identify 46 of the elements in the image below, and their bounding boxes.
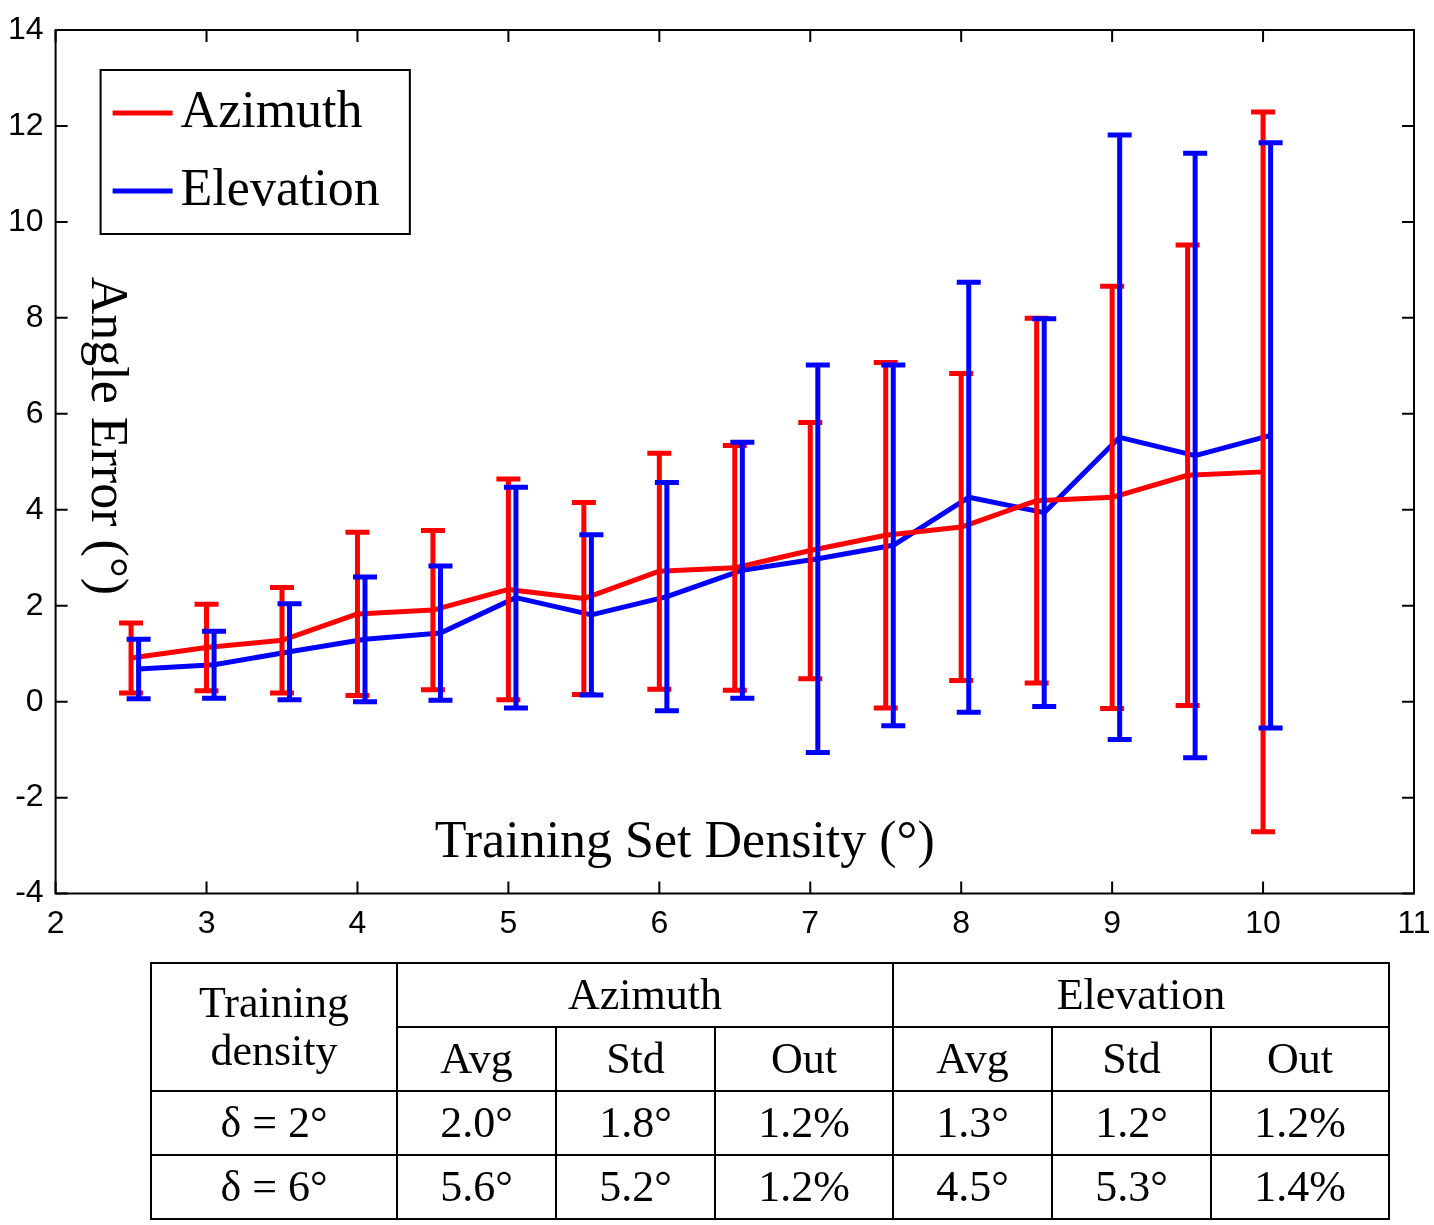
y-tick-label: 4 [25,489,44,526]
text: Azimuth [397,963,893,1027]
text: 1.4% [1211,1155,1389,1219]
text: 1.3° [893,1091,1052,1155]
text: Std [556,1027,715,1091]
text: Std [1052,1027,1211,1091]
text: Out [1211,1027,1389,1091]
x-tick-label: 9 [1103,903,1122,940]
y-tick-label: 0 [25,681,44,718]
text: Avg [397,1027,556,1091]
y-tick-label: 8 [25,297,44,334]
x-tick-label: 7 [801,903,820,940]
x-tick-label: 6 [650,903,669,940]
x-tick-label: 3 [197,903,216,940]
y-tick-label: 12 [8,105,44,142]
y-tick-label: 14 [8,9,44,46]
text: 1.2% [715,1155,893,1219]
text: 1.2% [715,1091,893,1155]
y-tick-label: -2 [15,777,44,814]
text: Out [715,1027,893,1091]
text: 1.2° [1052,1091,1211,1155]
y-tick-label: -4 [15,873,44,910]
text: 2.0° [397,1091,556,1155]
text: δ = 2° [151,1091,397,1155]
x-axis-title: Training Set Density (°) [434,811,935,870]
text: 5.3° [1052,1155,1211,1219]
text: 4.5° [893,1155,1052,1219]
x-tick-label: 10 [1245,903,1281,940]
y-tick-label: 6 [25,393,44,430]
y-tick-label: 10 [8,201,44,238]
text: 1.8° [556,1091,715,1155]
text: 1.2% [1211,1091,1389,1155]
legend-label: Azimuth [180,80,363,138]
legend-label: Elevation [180,158,380,216]
text: 5.6° [397,1155,556,1219]
x-tick-label: 4 [348,903,367,940]
text: 5.2° [556,1155,715,1219]
x-tick-label: 5 [499,903,518,940]
y-tick-label: 2 [25,585,44,622]
x-tick-label: 11 [1397,903,1431,940]
y-axis-title: Angle Error (°) [79,276,138,596]
text: Elevation [893,963,1389,1027]
x-tick-label: 8 [952,903,971,940]
text: Avg [893,1027,1052,1091]
text: δ = 6° [151,1155,397,1219]
text: Training density [151,963,397,1091]
